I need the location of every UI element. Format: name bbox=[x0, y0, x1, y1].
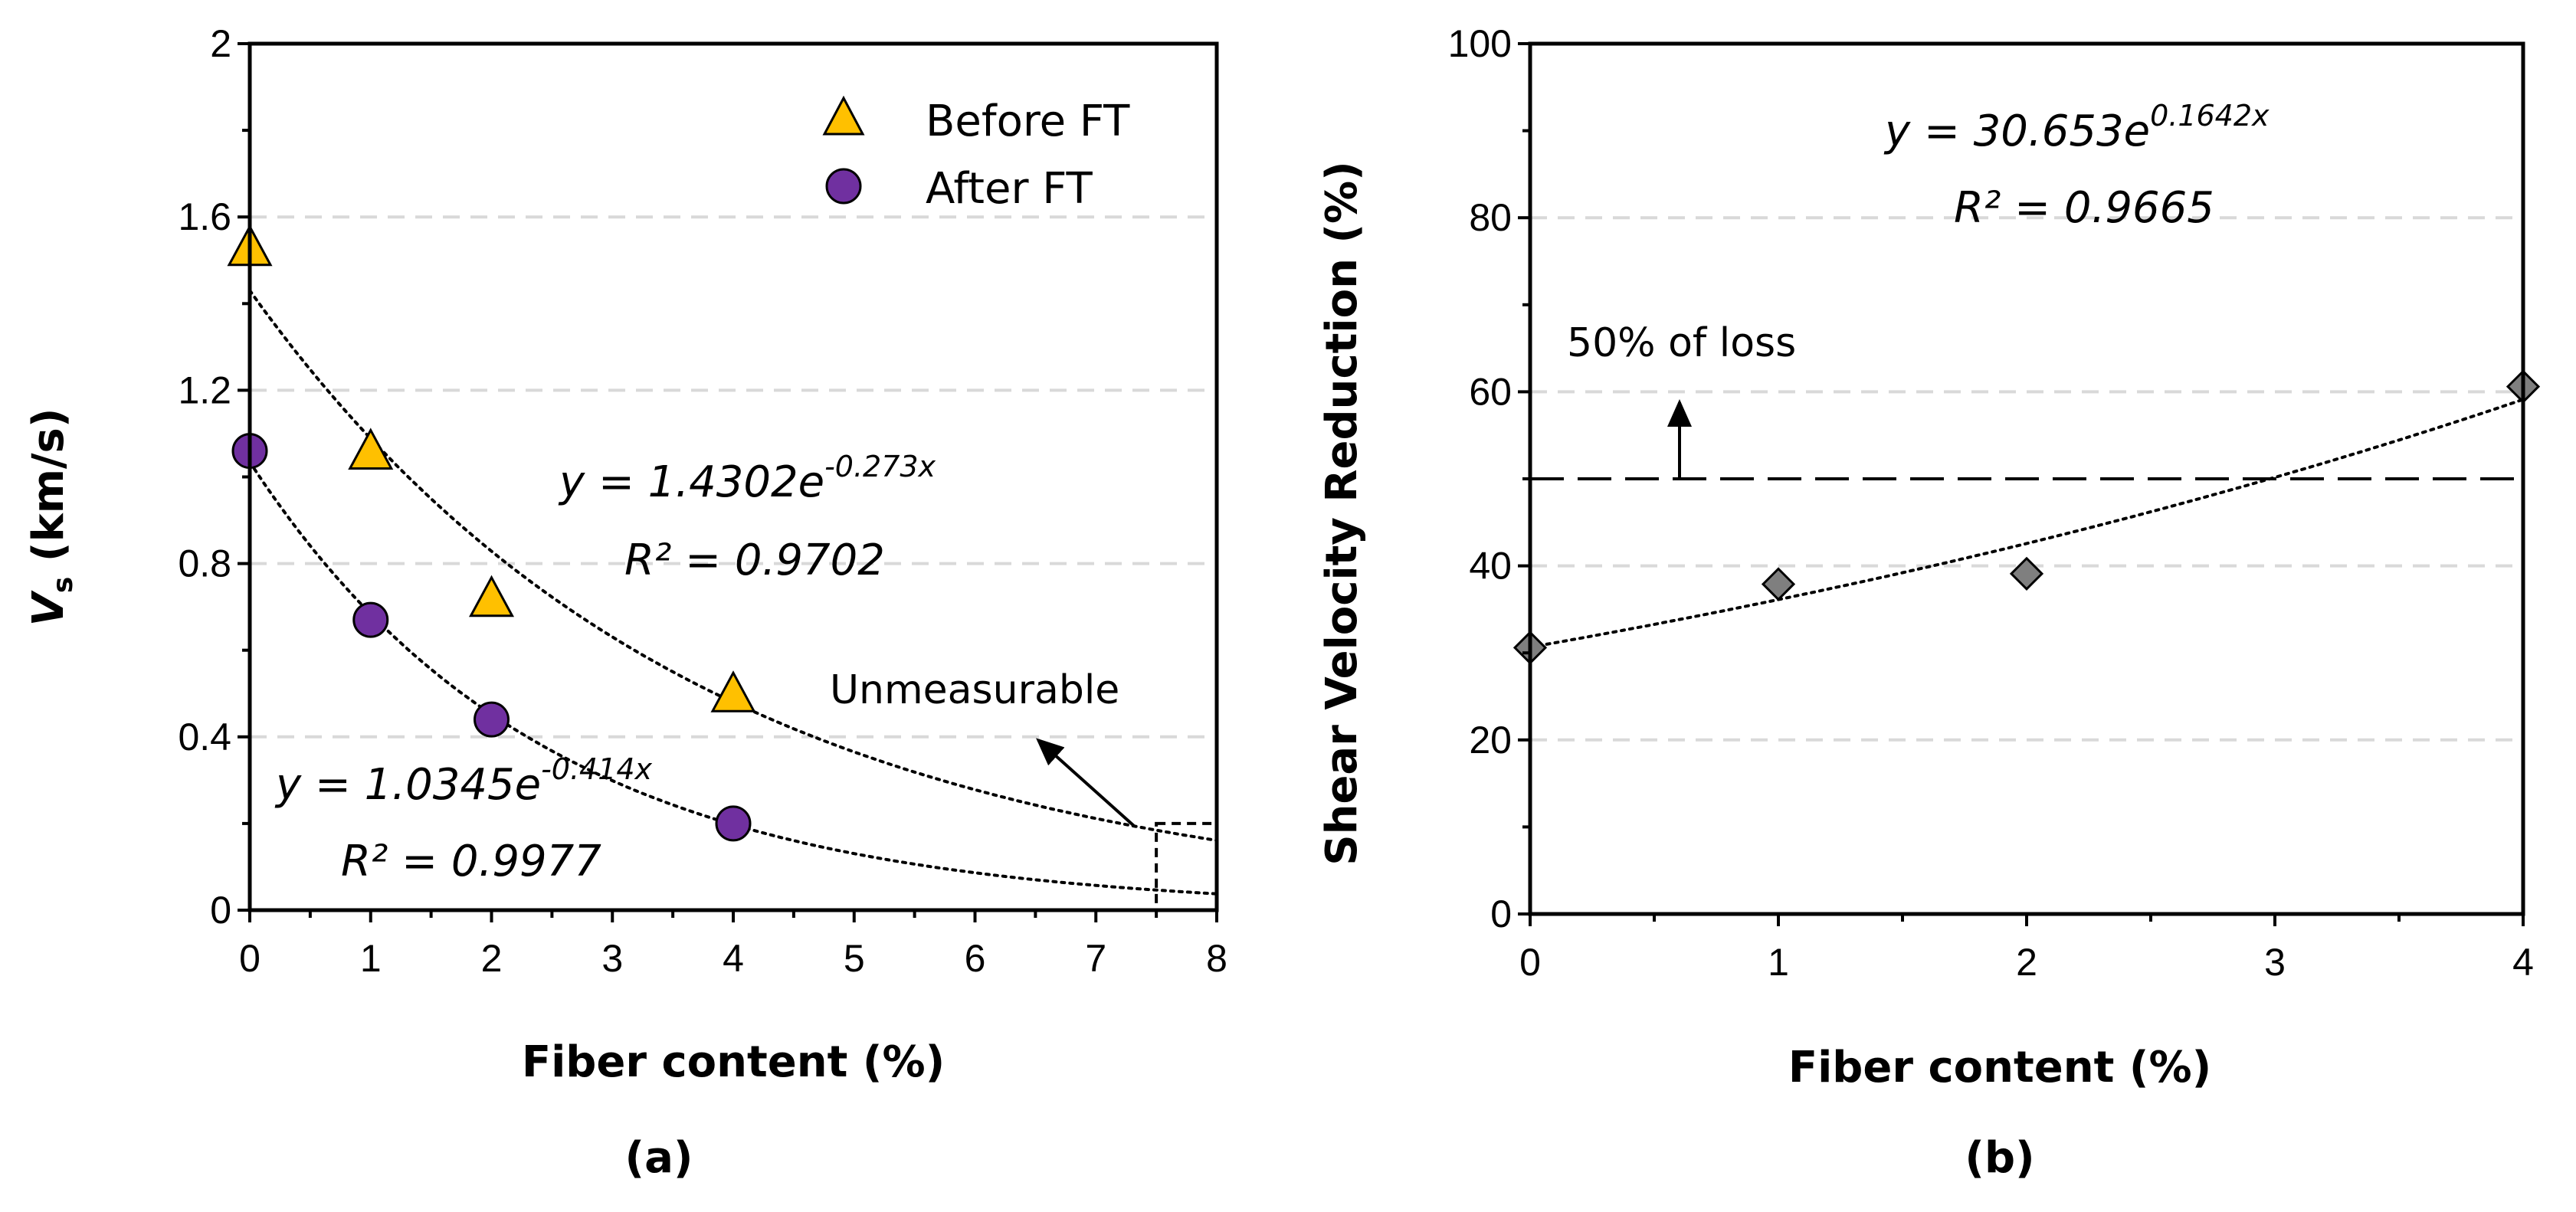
panel-a-data-points bbox=[227, 224, 756, 842]
point-after-ft bbox=[715, 805, 752, 842]
y-tick-label: 20 bbox=[1469, 719, 1512, 762]
point-before-ft bbox=[348, 427, 394, 470]
equation-before-ft: y = 1.4302e-0.273x bbox=[558, 450, 936, 507]
panel-a-y-axis-unit: (km/s) bbox=[24, 408, 74, 577]
panel-a-y-axis-title: Vs (km/s) bbox=[24, 408, 79, 627]
y-tick-label: 60 bbox=[1469, 370, 1512, 413]
panel-b-label: (b) bbox=[1965, 1133, 2034, 1183]
equation-reduction-exponent: 0.1642x bbox=[2150, 99, 2270, 133]
y-tick-label: 80 bbox=[1469, 196, 1512, 239]
point-before-ft bbox=[710, 670, 756, 712]
panel-b-x-tick-labels: 0 1 2 3 4 bbox=[1519, 941, 2534, 984]
legend-label-before-ft: Before FT bbox=[926, 97, 1130, 146]
point-after-ft bbox=[474, 701, 510, 738]
panel-b-x-axis-title: Fiber content (%) bbox=[1788, 1043, 2211, 1092]
x-tick-label: 4 bbox=[2512, 941, 2534, 984]
unmeasurable-label: Unmeasurable bbox=[830, 667, 1119, 713]
panel-a-x-tick-labels: 0 1 2 3 4 5 6 7 8 bbox=[239, 937, 1227, 980]
point-reduction bbox=[2009, 556, 2044, 591]
x-tick-label: 3 bbox=[601, 937, 623, 980]
panel-a-x-axis-title: Fiber content (%) bbox=[522, 1037, 945, 1087]
point-before-ft bbox=[468, 575, 515, 617]
r-squared-reduction: R² = 0.9665 bbox=[1954, 183, 2214, 233]
x-tick-label: 1 bbox=[1768, 941, 1789, 984]
x-tick-label: 4 bbox=[723, 937, 744, 980]
x-tick-label: 0 bbox=[239, 937, 261, 980]
panel-a-unmeasurable-annotation: Unmeasurable bbox=[830, 667, 1218, 912]
panel-b-y-tick-labels: 0 20 40 60 80 100 bbox=[1448, 22, 1512, 935]
equation-after-ft-exponent: -0.414x bbox=[541, 752, 652, 786]
y-tick-label: 0 bbox=[210, 889, 231, 932]
r-squared-before-ft: R² = 0.9702 bbox=[624, 536, 885, 585]
r-squared-after-ft: R² = 0.9977 bbox=[341, 837, 601, 886]
x-tick-label: 1 bbox=[360, 937, 382, 980]
legend: Before FT After FT bbox=[822, 95, 1130, 214]
x-tick-label: 0 bbox=[1519, 941, 1541, 984]
unmeasurable-arrow bbox=[1036, 738, 1136, 827]
panel-b-threshold: 50% of loss bbox=[1530, 320, 2523, 480]
legend-marker-after-ft bbox=[825, 168, 862, 205]
panel-a-axis-ticks bbox=[238, 42, 1218, 922]
panel-b-y-axis-title: Shear Velocity Reduction (%) bbox=[1317, 161, 1367, 866]
equation-reduction-base: y = 30.653e bbox=[1883, 106, 2150, 156]
equation-before-ft-base: y = 1.4302e bbox=[558, 457, 824, 507]
equation-before-ft-exponent: -0.273x bbox=[824, 450, 936, 483]
point-after-ft bbox=[352, 601, 389, 638]
panel-b: 50% of loss 0 1 2 3 4 0 20 40 60 80 100 y = 30.65… bbox=[1317, 22, 2541, 1183]
x-tick-label: 6 bbox=[965, 937, 986, 980]
panel-b-trendline bbox=[1529, 398, 2525, 649]
panel-a-gridlines bbox=[250, 215, 1217, 739]
y-tick-label: 0 bbox=[1490, 893, 1512, 935]
x-tick-label: 5 bbox=[844, 937, 865, 980]
equation-after-ft-base: y = 1.0345e bbox=[274, 760, 541, 810]
x-tick-label: 3 bbox=[2264, 941, 2286, 984]
x-tick-label: 2 bbox=[481, 937, 503, 980]
equation-after-ft: y = 1.0345e-0.414x bbox=[274, 752, 653, 810]
y-tick-label: 100 bbox=[1448, 22, 1512, 65]
panel-b-axis-ticks bbox=[1518, 42, 2525, 926]
panel-a-y-tick-labels: 0 0.4 0.8 1.2 1.6 2 bbox=[178, 22, 231, 932]
legend-marker-before-ft bbox=[822, 95, 865, 136]
legend-label-after-ft: After FT bbox=[926, 164, 1093, 214]
y-tick-label: 0.4 bbox=[178, 716, 231, 758]
y-tick-label: 40 bbox=[1469, 545, 1512, 588]
point-reduction bbox=[1761, 567, 1796, 601]
y-tick-label: 2 bbox=[210, 22, 231, 65]
y-tick-label: 1.2 bbox=[178, 369, 231, 411]
panel-a-y-axis-symbol: V bbox=[24, 589, 74, 626]
x-tick-label: 2 bbox=[2016, 941, 2037, 984]
panel-b-data-points bbox=[1512, 369, 2541, 665]
panel-a-y-axis-subscript: s bbox=[48, 577, 79, 593]
panel-b-gridlines bbox=[1530, 216, 2523, 742]
x-tick-label: 8 bbox=[1206, 937, 1227, 980]
y-tick-label: 1.6 bbox=[178, 195, 231, 238]
trendline-reduction bbox=[1529, 398, 2525, 649]
panel-a: Unmeasurable 0 1 2 3 4 5 6 7 8 0 0.4 0.8 1.2 1.6 2 Be… bbox=[24, 22, 1227, 1183]
equation-reduction: y = 30.653e0.1642x bbox=[1883, 99, 2270, 156]
y-tick-label: 0.8 bbox=[178, 542, 231, 585]
panel-a-label: (a) bbox=[625, 1133, 693, 1183]
threshold-label: 50% of loss bbox=[1567, 320, 1796, 366]
x-tick-label: 7 bbox=[1085, 937, 1106, 980]
